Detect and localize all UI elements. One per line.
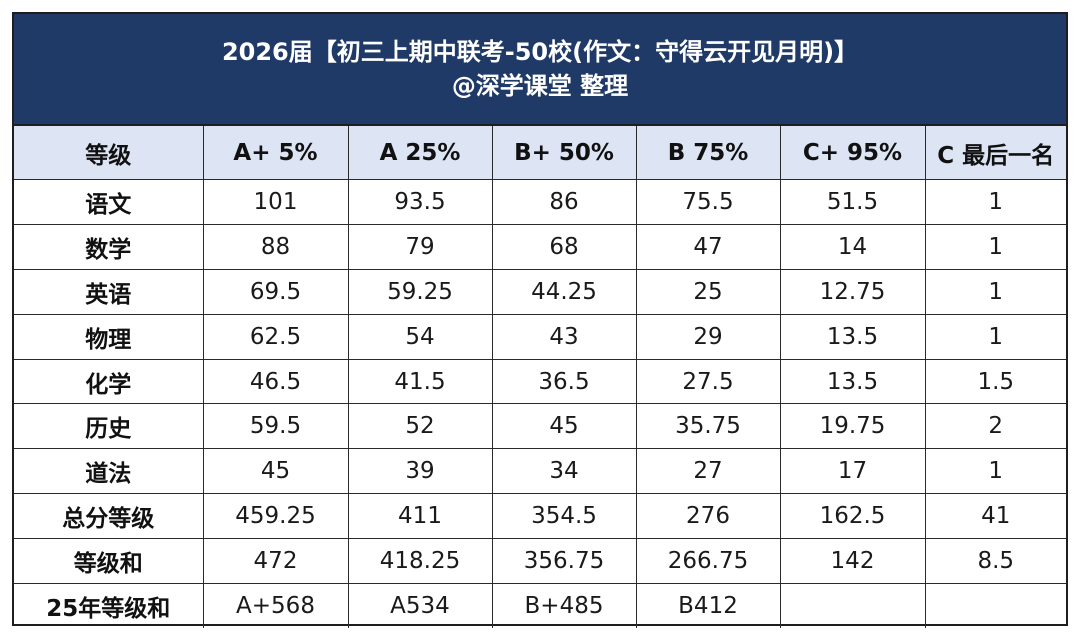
score-cell: 27.5 [635,358,781,405]
score-cell: 2 [924,403,1066,450]
score-cell: 68 [491,223,637,270]
row-subject-label: 历史 [14,403,204,450]
score-cell: 46.5 [202,358,349,405]
header-grade-6: C 最后一名 [924,126,1066,180]
score-cell: 27 [635,448,781,495]
table-row: 数学 88 79 68 47 14 1 [14,223,1066,270]
score-cell: 45 [202,448,349,495]
score-cell: A+568 [202,583,349,628]
score-cell: 75.5 [635,179,781,225]
score-cell: 13.5 [779,358,926,405]
title-banner: 2026届【初三上期中联考-50校(作文：守得云开见月明)】 @深学课堂 整理 [14,14,1066,126]
score-cell: 1 [924,268,1066,315]
score-cell: 354.5 [491,493,637,540]
header-grade-4: B 75% [635,126,781,180]
table-header: 等级 A+ 5% A 25% B+ 50% B 75% C+ 95% C 最后一名 [14,126,1066,180]
score-cell: B+485 [491,583,637,628]
score-cell [779,583,926,628]
row-subject-label: 物理 [14,313,204,360]
score-cell: A534 [347,583,493,628]
score-cell: 14 [779,223,926,270]
score-table-sheet: 2026届【初三上期中联考-50校(作文：守得云开见月明)】 @深学课堂 整理 … [12,12,1068,628]
score-cell: 1 [924,179,1066,225]
score-cell: 44.25 [491,268,637,315]
score-cell: 54 [347,313,493,360]
score-cell: 45 [491,403,637,450]
score-cell: 12.75 [779,268,926,315]
score-cell: 459.25 [202,493,349,540]
score-cell: 39 [347,448,493,495]
row-subject-label: 等级和 [14,538,204,585]
title-credit: @深学课堂 整理 [451,72,629,100]
score-cell: 8.5 [924,538,1066,585]
score-cell: 276 [635,493,781,540]
score-cell: 142 [779,538,926,585]
score-cell: 51.5 [779,179,926,225]
score-cell: 47 [635,223,781,270]
score-cell: 411 [347,493,493,540]
score-cell: 1.5 [924,358,1066,405]
score-cell: 1 [924,448,1066,495]
row-subject-label: 道法 [14,448,204,495]
row-subject-label: 25年等级和 [14,583,204,628]
score-cell: 43 [491,313,637,360]
table-row: 总分等级 459.25 411 354.5 276 162.5 41 [14,493,1066,540]
score-cell: 266.75 [635,538,781,585]
score-cell: 25 [635,268,781,315]
header-grade-3: B+ 50% [491,126,637,180]
score-cell: 52 [347,403,493,450]
header-grade-label: 等级 [14,126,204,180]
score-cell: 1 [924,313,1066,360]
score-cell: 79 [347,223,493,270]
table-row: 语文 101 93.5 86 75.5 51.5 1 [14,179,1066,225]
score-cell: 62.5 [202,313,349,360]
score-cell: 59.25 [347,268,493,315]
header-grade-1: A+ 5% [202,126,349,180]
table-body: 语文 101 93.5 86 75.5 51.5 1 数学 88 79 68 47 14 1 英语 69.5 5… [14,179,1066,628]
score-cell: 59.5 [202,403,349,450]
score-cell: 13.5 [779,313,926,360]
score-cell: 88 [202,223,349,270]
score-cell: 418.25 [347,538,493,585]
score-cell: 36.5 [491,358,637,405]
table-row: 25年等级和 A+568 A534 B+485 B412 [14,583,1066,628]
score-cell: 19.75 [779,403,926,450]
table-row: 等级和 472 418.25 356.75 266.75 142 8.5 [14,538,1066,585]
row-subject-label: 总分等级 [14,493,204,540]
row-subject-label: 英语 [14,268,204,315]
score-cell: 101 [202,179,349,225]
table-row: 道法 45 39 34 27 17 1 [14,448,1066,495]
header-grade-2: A 25% [347,126,493,180]
score-cell: 86 [491,179,637,225]
score-cell: 69.5 [202,268,349,315]
score-cell: 41 [924,493,1066,540]
row-subject-label: 语文 [14,179,204,225]
score-cell: 29 [635,313,781,360]
score-cell: 41.5 [347,358,493,405]
score-cell: 356.75 [491,538,637,585]
grade-cutoff-table: 等级 A+ 5% A 25% B+ 50% B 75% C+ 95% C 最后一名 语文 10… [14,126,1066,628]
score-cell: 1 [924,223,1066,270]
table-row: 化学 46.5 41.5 36.5 27.5 13.5 1.5 [14,358,1066,405]
score-cell: 35.75 [635,403,781,450]
score-cell: 34 [491,448,637,495]
score-cell: B412 [635,583,781,628]
title-main: 2026届【初三上期中联考-50校(作文：守得云开见月明)】 [221,38,859,66]
table-row: 历史 59.5 52 45 35.75 19.75 2 [14,403,1066,450]
score-cell: 17 [779,448,926,495]
table-row: 物理 62.5 54 43 29 13.5 1 [14,313,1066,360]
header-row: 等级 A+ 5% A 25% B+ 50% B 75% C+ 95% C 最后一名 [14,126,1066,180]
row-subject-label: 化学 [14,358,204,405]
header-grade-5: C+ 95% [779,126,926,180]
score-cell: 162.5 [779,493,926,540]
score-cell: 93.5 [347,179,493,225]
table-row: 英语 69.5 59.25 44.25 25 12.75 1 [14,268,1066,315]
row-subject-label: 数学 [14,223,204,270]
score-cell: 472 [202,538,349,585]
score-cell [924,583,1066,628]
